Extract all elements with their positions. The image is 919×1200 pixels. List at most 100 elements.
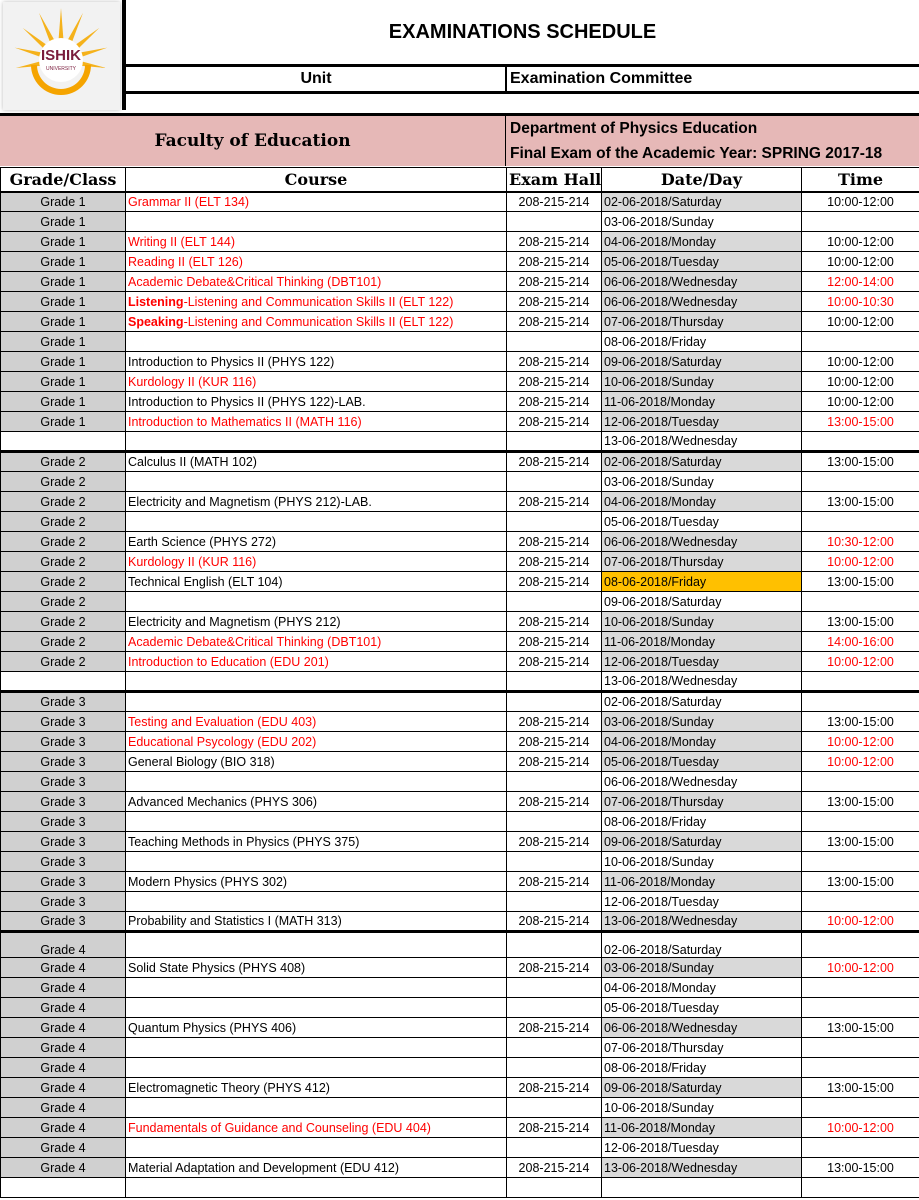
exam-hall-cell: 208-215-214 (506, 831, 602, 852)
time-cell: 10:00-12:00 (801, 251, 919, 272)
date-cell (601, 1177, 802, 1198)
exam-hall-cell (506, 1097, 602, 1118)
course-cell: Academic Debate&Critical Thinking (DBT10… (125, 631, 507, 652)
exam-hall-cell (506, 930, 602, 958)
date-cell: 09-06-2018/Saturday (601, 1077, 802, 1098)
table-row: Grade 4 02-06-2018/Saturday (0, 930, 919, 958)
date-cell: 07-06-2018/Thursday (601, 1037, 802, 1058)
time-cell: 10:00-12:00 (801, 751, 919, 772)
course-name: Electricity and Magnetism (PHYS 212) (128, 614, 341, 629)
course-cell: Fundamentals of Guidance and Counseling … (125, 1117, 507, 1138)
course-name: Probability and Statistics I (MATH 313) (128, 914, 342, 928)
date-cell: 05-06-2018/Tuesday (601, 751, 802, 772)
table-row: Grade 2 Introduction to Education (EDU 20… (0, 651, 919, 672)
course-cell: Earth Science (PHYS 272) (125, 531, 507, 552)
time-cell: 13:00-15:00 (801, 571, 919, 592)
exam-hall-cell: 208-215-214 (506, 731, 602, 752)
grade-cell: Grade 3 (0, 771, 126, 792)
table-row: Grade 3 Testing and Evaluation (EDU 403) 2… (0, 711, 919, 732)
date-cell: 13-06-2018/Wednesday (601, 911, 802, 932)
course-cell: Reading II (ELT 126) (125, 251, 507, 272)
course-cell (125, 211, 507, 232)
grade-cell: Grade 1 (0, 331, 126, 352)
table-row: Grade 1 08-06-2018/Friday (0, 331, 919, 352)
exam-hall-cell: 208-215-214 (506, 711, 602, 732)
table-row: Grade 3 12-06-2018/Tuesday (0, 891, 919, 912)
grade-cell: Grade 2 (0, 531, 126, 552)
grade-cell: Grade 1 (0, 291, 126, 312)
exam-period: Final Exam of the Academic Year: SPRING … (510, 145, 883, 162)
grade-cell: Grade 2 (0, 611, 126, 632)
course-cell (125, 1097, 507, 1118)
grade-cell: Grade 1 (0, 231, 126, 252)
course-cell: Introduction to Physics II (PHYS 122) (125, 351, 507, 372)
table-row: Grade 3 06-06-2018/Wednesday (0, 771, 919, 792)
time-cell: 13:00-15:00 (801, 831, 919, 852)
col-date-day: Date/Day (601, 167, 802, 193)
course-name: -Listening and Communication Skills II (… (183, 294, 454, 309)
table-row: Grade 3 Modern Physics (PHYS 302) 208-215-… (0, 871, 919, 892)
time-cell: 10:00-12:00 (801, 1117, 919, 1138)
course-cell (125, 471, 507, 492)
date-cell: 02-06-2018/Saturday (601, 930, 802, 958)
grade-cell: Grade 1 (0, 391, 126, 412)
grade-cell: Grade 2 (0, 511, 126, 532)
table-header: Grade/Class Course Exam Hall Date/Day Ti… (0, 167, 919, 193)
course-cell (125, 331, 507, 352)
exam-hall-cell: 208-215-214 (506, 871, 602, 892)
grade-cell: Grade 4 (0, 1137, 126, 1158)
table-row: Grade 2 09-06-2018/Saturday (0, 591, 919, 612)
course-cell: Introduction to Mathematics II (MATH 116… (125, 411, 507, 432)
course-name: Electromagnetic Theory (PHYS 412) (128, 1080, 330, 1095)
time-cell (801, 1097, 919, 1118)
table-row: 13-06-2018/Wednesday (0, 431, 919, 452)
date-cell: 10-06-2018/Sunday (601, 1097, 802, 1118)
exam-hall-cell: 208-215-214 (506, 1017, 602, 1038)
grade-cell: Grade 3 (0, 690, 126, 712)
table-row: Grade 4 05-06-2018/Tuesday (0, 997, 919, 1018)
time-cell (801, 811, 919, 832)
course-name: Introduction to Education (EDU 201) (128, 654, 329, 669)
time-cell (801, 431, 919, 452)
time-cell: 13:00-15:00 (801, 871, 919, 892)
course-prefix: Speaking (128, 314, 184, 329)
course-name: General Biology (BIO 318) (128, 754, 275, 769)
course-name: Solid State Physics (PHYS 408) (128, 960, 306, 975)
table-row: Grade 1 Academic Debate&Critical Thinking… (0, 271, 919, 292)
time-cell: 10:00-12:00 (801, 371, 919, 392)
table-row: Grade 4 Solid State Physics (PHYS 408) 208… (0, 957, 919, 978)
course-cell: Testing and Evaluation (EDU 403) (125, 711, 507, 732)
exam-hall-cell: 208-215-214 (506, 311, 602, 332)
course-cell: Introduction to Physics II (PHYS 122)-LA… (125, 391, 507, 412)
course-cell: Electricity and Magnetism (PHYS 212)-LAB… (125, 491, 507, 512)
date-cell: 05-06-2018/Tuesday (601, 251, 802, 272)
time-cell (801, 1177, 919, 1198)
grade-cell: Grade 4 (0, 1037, 126, 1058)
date-cell: 10-06-2018/Sunday (601, 371, 802, 392)
grade-cell: Grade 3 (0, 871, 126, 892)
course-cell: Solid State Physics (PHYS 408) (125, 957, 507, 978)
exam-hall-cell (506, 690, 602, 712)
course-cell: Technical English (ELT 104) (125, 571, 507, 592)
date-cell: 04-06-2018/Monday (601, 977, 802, 998)
date-cell: 06-06-2018/Wednesday (601, 771, 802, 792)
course-cell: Listening-Listening and Communication Sk… (125, 291, 507, 312)
course-cell (125, 1057, 507, 1078)
grade-cell: Grade 1 (0, 251, 126, 272)
course-name: Material Adaptation and Development (EDU… (128, 1160, 399, 1175)
date-cell: 11-06-2018/Monday (601, 871, 802, 892)
exam-hall-cell: 208-215-214 (506, 1157, 602, 1178)
time-cell: 12:00-14:00 (801, 271, 919, 292)
grade-cell: Grade 4 (0, 977, 126, 998)
course-cell (125, 977, 507, 998)
table-row: Grade 1 Grammar II (ELT 134) 208-215-214 02… (0, 191, 919, 212)
time-cell (801, 1037, 919, 1058)
course-name: Quantum Physics (PHYS 406) (128, 1020, 297, 1035)
exam-hall-cell (506, 591, 602, 612)
time-cell: 10:00-12:00 (801, 191, 919, 212)
grade-cell: Grade 2 (0, 591, 126, 612)
date-cell: 04-06-2018/Monday (601, 731, 802, 752)
time-cell (801, 771, 919, 792)
time-cell (801, 591, 919, 612)
exam-hall-cell (506, 1037, 602, 1058)
